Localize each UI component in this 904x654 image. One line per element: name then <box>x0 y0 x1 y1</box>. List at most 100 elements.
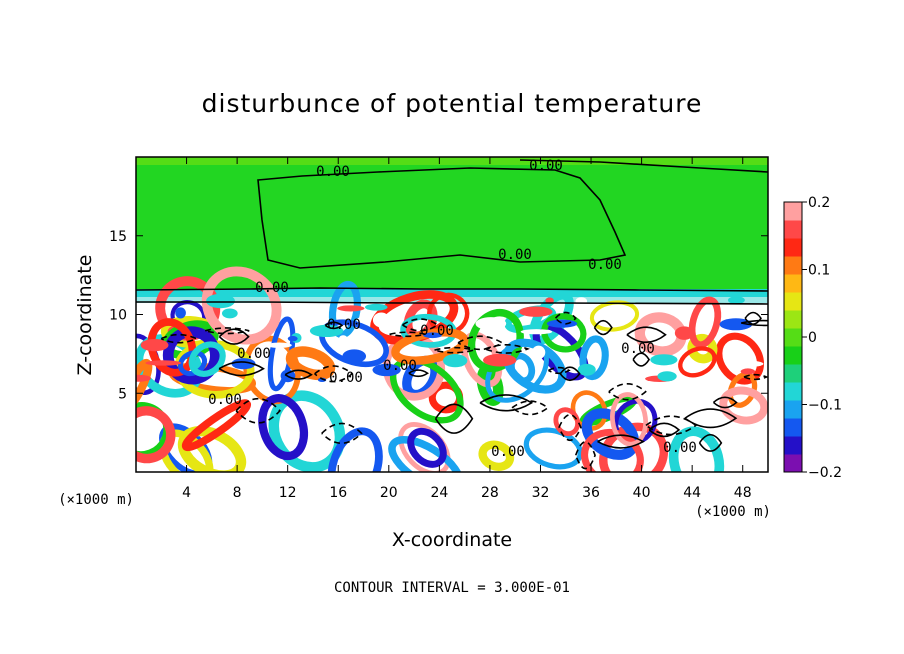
eddy-band <box>467 308 524 373</box>
contour-line <box>648 422 681 438</box>
colorbar-tick-label: 0 <box>808 330 817 346</box>
contour-line <box>743 373 768 381</box>
contour-line <box>558 413 582 442</box>
eddy-patch <box>287 335 298 342</box>
colorbar-swatch <box>784 202 802 221</box>
contour-line <box>593 319 613 336</box>
contour-line <box>574 441 596 470</box>
eddy-patch <box>531 345 546 360</box>
eddy-band <box>407 427 447 468</box>
contour-line <box>402 318 440 332</box>
colorbar-tick-label: −0.2 <box>808 465 842 481</box>
contour-line <box>136 301 768 305</box>
colorbar-swatch <box>784 292 802 311</box>
colorbar: 0.2 0.1 0 −0.1 −0.2 <box>783 195 842 481</box>
contour-line <box>511 400 550 416</box>
contour-line <box>645 415 698 436</box>
eddy-patch <box>423 332 442 339</box>
contour-line <box>479 394 534 412</box>
contour-label: 0.00 <box>383 358 417 374</box>
y-axis: 5 10 15 <box>109 229 768 402</box>
contour-label: 0.00 <box>420 323 454 339</box>
colorbar-swatch <box>784 382 802 401</box>
y-tick-label: 15 <box>109 229 127 245</box>
colorbar-tick-label: −0.1 <box>808 398 842 414</box>
x-tick-label: 24 <box>430 485 448 501</box>
eddy-patch <box>140 338 169 352</box>
eddy-patch <box>221 308 238 319</box>
x-tick-label: 48 <box>734 485 752 501</box>
contour-line <box>408 369 430 378</box>
colorbar-swatch <box>784 328 802 347</box>
field-top-band <box>136 157 768 165</box>
contour-line <box>684 408 738 429</box>
x-axis: 4 8 12 16 20 24 28 32 36 40 44 48 <box>182 157 752 501</box>
contour-label: 0.00 <box>237 346 271 362</box>
contour-line <box>434 346 477 354</box>
eddy-patch <box>342 349 367 364</box>
x-tick-label: 8 <box>233 485 242 501</box>
colorbar-swatch <box>784 220 802 239</box>
x-tick-label: 12 <box>279 485 297 501</box>
eddy-band <box>678 346 717 378</box>
eddy-patch <box>546 319 578 328</box>
eddy-patch <box>136 374 152 382</box>
eddy-band <box>177 425 247 472</box>
eddy-patch <box>317 377 327 383</box>
eddy-patch <box>364 303 388 311</box>
contour-line <box>597 434 645 449</box>
eddy-patch <box>475 317 507 331</box>
eddy-patch <box>729 360 764 368</box>
contour-line <box>744 311 762 325</box>
colorbar-tick-label: 0.2 <box>808 195 830 211</box>
colorbar-swatch <box>784 256 802 275</box>
eddy-patch <box>719 318 753 331</box>
eddy-band <box>328 280 361 339</box>
contour-label: 0.00 <box>491 444 525 460</box>
eddy-band <box>579 335 609 381</box>
eddy-band <box>188 341 226 377</box>
x-tick-label: 4 <box>182 485 191 501</box>
contour-line <box>389 331 426 338</box>
colorbar-swatch <box>784 436 802 455</box>
eddy-patch <box>372 363 401 377</box>
eddy-band <box>136 406 176 464</box>
contour-label: 0.00 <box>498 247 532 263</box>
x-tick-label: 28 <box>481 485 499 501</box>
contour-line <box>559 366 581 382</box>
x-tick-label: 36 <box>582 485 600 501</box>
contour-line <box>548 366 571 375</box>
contour-line <box>324 321 344 330</box>
contour-lines <box>136 159 768 470</box>
colorbar-swatch <box>784 346 802 365</box>
eddy-patch <box>657 371 677 382</box>
eddy-patch <box>231 358 256 370</box>
eddy-patch <box>372 312 390 328</box>
contour-line <box>519 159 768 173</box>
x-tick-label: 40 <box>633 485 651 501</box>
x-tick-label: 20 <box>380 485 398 501</box>
contour-line <box>235 397 281 424</box>
contour-line <box>314 365 354 383</box>
contour-line <box>608 383 647 401</box>
contour-line <box>712 396 738 409</box>
eddy-band <box>181 399 252 452</box>
contour-line <box>457 335 504 351</box>
contour-line <box>257 167 627 269</box>
eddy-band <box>553 407 581 437</box>
colorbar-swatch <box>784 364 802 383</box>
contour-line <box>632 352 651 367</box>
plot-area: 0.00 0.00 0.00 0.00 0.00 0.00 0.00 0.00 0.00 0.00… <box>109 156 769 501</box>
eddy-patch <box>145 360 182 366</box>
eddy-band <box>502 338 567 394</box>
y-tick-label: 5 <box>118 386 127 402</box>
eddy-patch <box>206 293 235 309</box>
eddy-patch <box>575 297 588 306</box>
contour-line <box>554 311 577 325</box>
colorbar-swatch <box>784 238 802 257</box>
eddy-band <box>258 394 309 461</box>
eddy-band <box>668 426 725 472</box>
x-axis-unit: (×1000 m) <box>695 504 771 520</box>
contour-line <box>626 326 667 344</box>
